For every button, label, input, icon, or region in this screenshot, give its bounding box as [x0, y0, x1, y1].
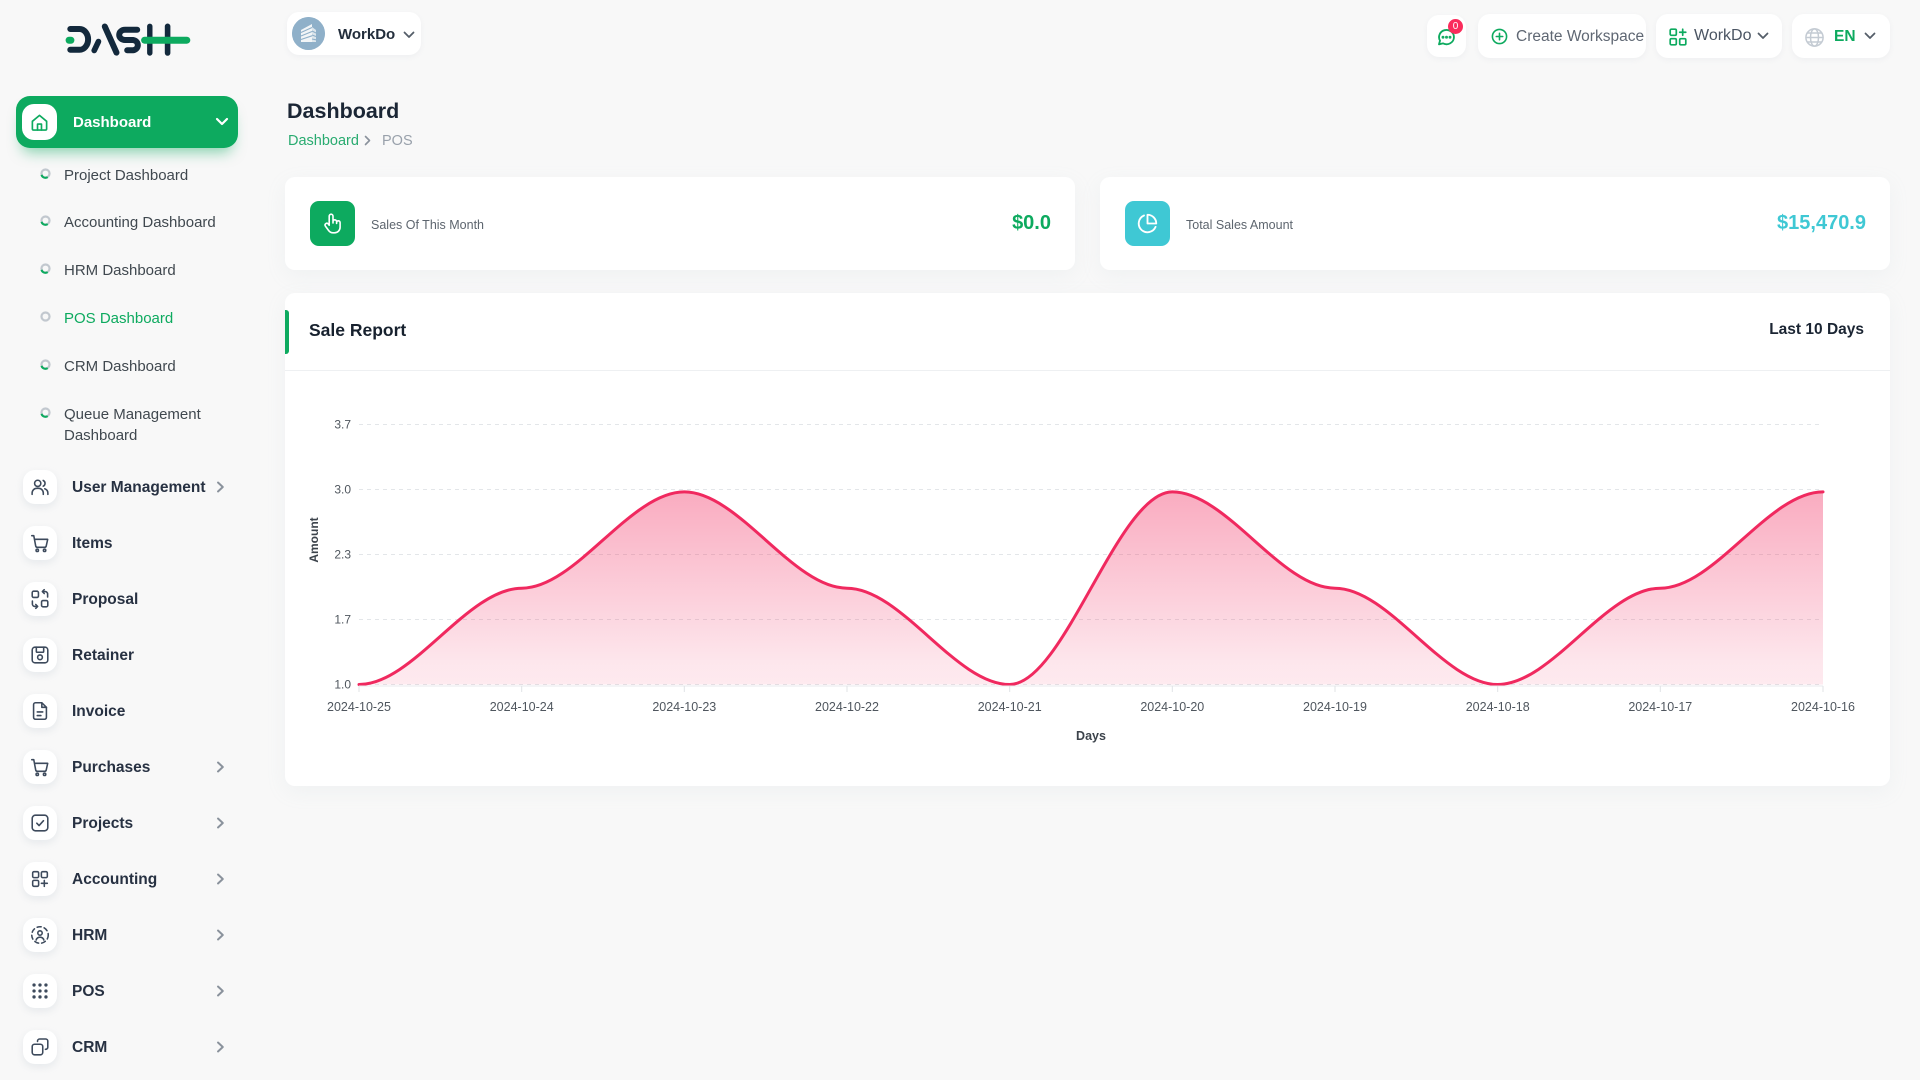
svg-text:2024-10-16: 2024-10-16 — [1791, 700, 1855, 714]
svg-text:2024-10-19: 2024-10-19 — [1303, 700, 1367, 714]
svg-text:Days: Days — [1076, 729, 1106, 743]
svg-text:1.7: 1.7 — [334, 613, 351, 627]
svg-text:2024-10-20: 2024-10-20 — [1140, 700, 1204, 714]
svg-text:2024-10-18: 2024-10-18 — [1466, 700, 1530, 714]
svg-text:3.0: 3.0 — [334, 483, 351, 497]
svg-text:2.3: 2.3 — [334, 548, 351, 562]
svg-text:2024-10-21: 2024-10-21 — [978, 700, 1042, 714]
svg-text:3.7: 3.7 — [334, 418, 351, 432]
svg-text:1.0: 1.0 — [334, 678, 351, 692]
svg-text:2024-10-17: 2024-10-17 — [1628, 700, 1692, 714]
svg-text:2024-10-25: 2024-10-25 — [327, 700, 391, 714]
svg-text:Amount: Amount — [307, 517, 321, 562]
svg-text:2024-10-23: 2024-10-23 — [652, 700, 716, 714]
svg-text:2024-10-22: 2024-10-22 — [815, 700, 879, 714]
svg-text:2024-10-24: 2024-10-24 — [490, 700, 554, 714]
